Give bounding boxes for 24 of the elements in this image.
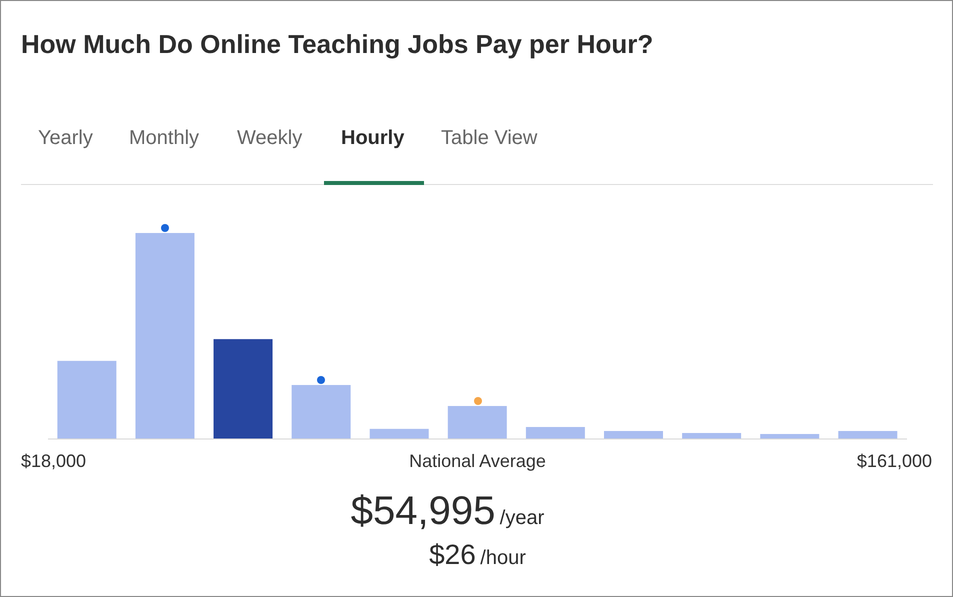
text: Monthly — [129, 127, 200, 150]
text: $26 — [429, 539, 476, 570]
bar — [214, 339, 273, 439]
bar — [682, 433, 742, 439]
text: Table View — [441, 127, 538, 150]
bar — [838, 430, 898, 439]
text: Yearly — [38, 127, 93, 150]
bar — [604, 430, 664, 439]
bar — [526, 427, 585, 439]
text: $18,000 — [21, 451, 86, 472]
text: $161,000 — [856, 451, 932, 472]
text: Weekly — [237, 127, 302, 150]
bar — [370, 428, 429, 439]
text: National Average — [409, 451, 546, 471]
text: $54,995 — [350, 489, 496, 533]
bar — [135, 233, 194, 439]
text: Hourly — [341, 127, 404, 150]
bar — [57, 360, 116, 439]
text: /year — [500, 507, 544, 529]
bar — [448, 406, 507, 439]
chart-title: How Much Do Online Teaching Jobs Pay per Hour? — [21, 29, 654, 60]
text: /hour — [480, 547, 526, 569]
bar — [292, 385, 351, 439]
bar — [760, 434, 820, 439]
